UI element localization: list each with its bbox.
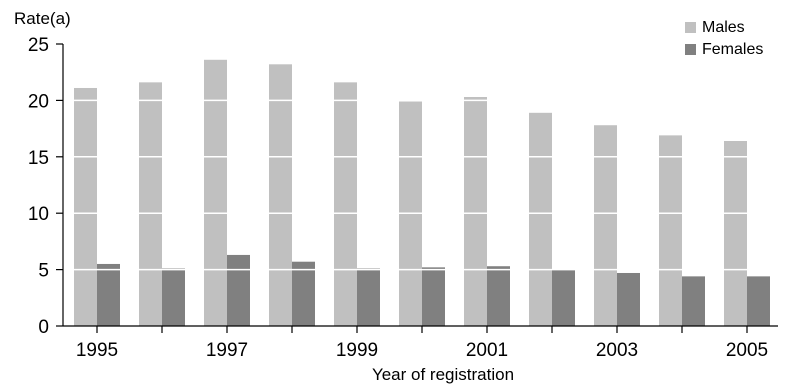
gridlines [64, 43, 778, 271]
bar-females-2000 [422, 267, 445, 326]
legend-label-males: Males [702, 19, 745, 36]
bar-males-2001 [464, 97, 487, 327]
y-tick-label: 0 [38, 317, 49, 338]
legend-label-females: Females [702, 41, 763, 58]
bar-females-2003 [617, 272, 640, 326]
x-tick-label: 1995 [76, 340, 118, 361]
bar-females-2002 [552, 269, 575, 326]
y-tick-label: 15 [28, 148, 49, 169]
legend-swatch-females [685, 44, 696, 55]
bar-females-2001 [487, 266, 510, 326]
x-tick-label: 2003 [596, 340, 638, 361]
bar-males-2005 [724, 141, 747, 326]
legend-swatch-males [685, 22, 696, 33]
bar-females-1999 [357, 268, 380, 326]
bar-females-2005 [747, 276, 770, 326]
y-tick-label: 10 [28, 204, 49, 225]
x-axis: 1995 1997 1999 2001 2003 2005 [76, 326, 768, 361]
bar-females-1995 [97, 263, 120, 326]
bar-males-1996 [139, 82, 162, 327]
y-axis: 0 5 10 15 20 25 [28, 35, 63, 338]
bar-females-1997 [227, 254, 250, 326]
bar-males-1997 [204, 59, 227, 327]
x-tick-label: 2005 [726, 340, 768, 361]
y-tick-label: 20 [28, 91, 49, 112]
bar-males-2004 [659, 135, 682, 326]
bar-females-2004 [682, 276, 705, 326]
bar-males-1998 [269, 64, 292, 326]
x-tick-label: 1997 [206, 340, 248, 361]
y-tick-label: 5 [38, 261, 49, 282]
x-tick-label: 1999 [336, 340, 378, 361]
y-axis-title: Rate(a) [14, 9, 71, 28]
bar-females-1996 [162, 268, 185, 326]
legend: Males Females [685, 19, 763, 58]
bar-females-1998 [292, 261, 315, 326]
x-axis-title: Year of registration [372, 365, 514, 384]
bar-males-1999 [334, 82, 357, 327]
bar-males-1995 [74, 87, 97, 326]
y-tick-label: 25 [28, 35, 49, 56]
bar-males-2003 [594, 125, 617, 326]
x-tick-label: 2001 [466, 340, 508, 361]
bar-males-2002 [529, 112, 552, 326]
